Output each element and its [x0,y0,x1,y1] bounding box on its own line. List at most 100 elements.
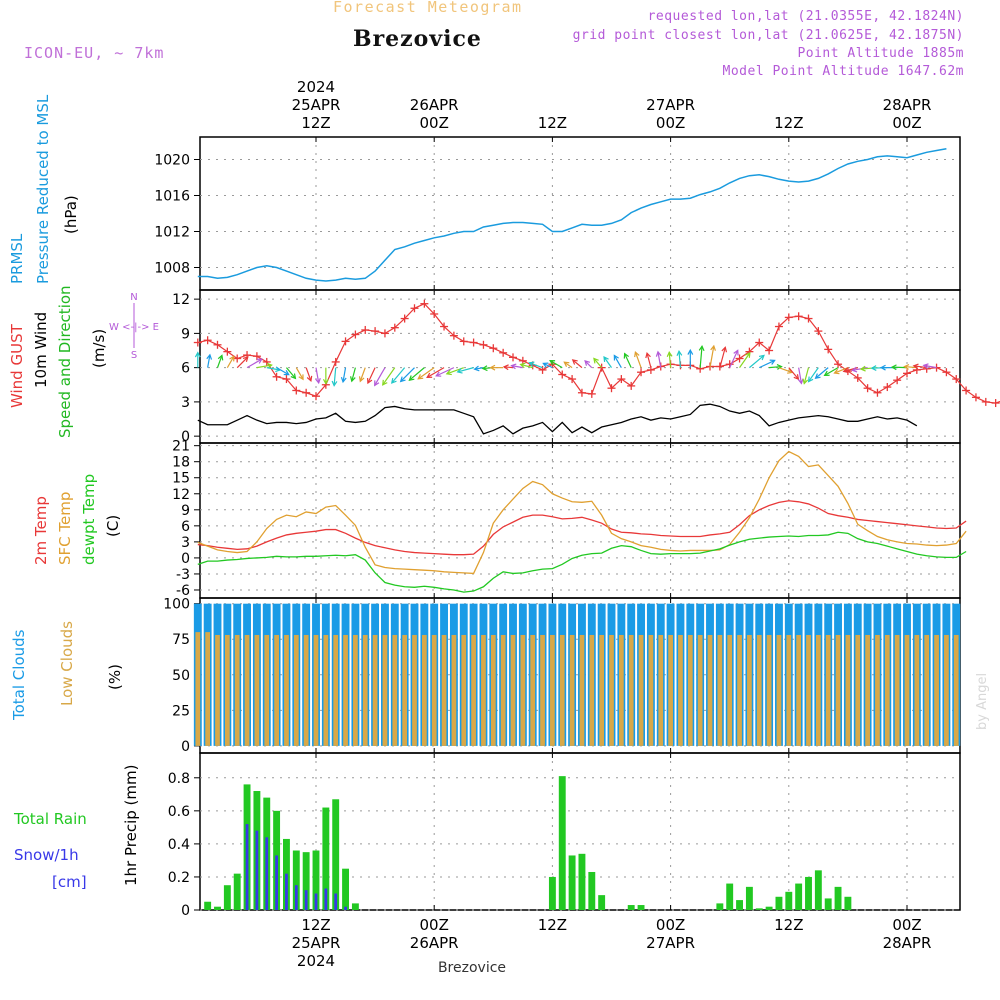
panel-precip: 0 0.2 0.4 0.6 0.8 Total Rain Snow/1h [cm] 1hr Pr… [13,752,961,919]
wind-arrow-head [315,377,321,385]
low-cloud-bar [471,634,476,746]
gust-marker [440,322,449,331]
wind-arrow-head [382,379,388,386]
low-cloud-bar [274,634,279,746]
wind-arrow [788,367,800,381]
wind-arrow-head [793,374,800,381]
wind-arrow [666,350,673,368]
wind-arrow-shaft [563,361,573,369]
gust-marker [361,325,370,334]
wind-arrow-shaft [778,367,793,373]
top-time-label: 27APR [646,96,695,114]
gust-marker [981,397,990,406]
gust-marker [784,313,793,322]
dewpt-line [197,531,967,593]
y-tick-label: 0 [181,739,190,755]
dewpt-temp-label: dewpt Temp [80,474,98,565]
wind-arrow [851,366,868,373]
wind-arrow [797,367,804,385]
wind-arrow-shaft [584,360,593,369]
rain-bar [332,799,340,910]
wind-arrow-head [676,349,683,357]
snow-bar [285,873,288,910]
gust-marker [834,360,843,369]
wind-arrow-shaft [382,367,396,386]
low-cloud-bar [687,634,693,746]
wind-arrow-head [758,354,765,361]
wind-arrow-shaft [359,367,366,382]
wind-arrow-head [242,356,249,363]
wind-arrow [473,365,484,372]
low-cloud-bar [284,634,289,746]
wind-arrow-shaft [824,367,839,376]
wind-arrow [390,367,406,384]
low-cloud-bar [293,634,299,746]
top-time-label: 00Z [420,114,449,132]
y-tick-label: 0.4 [168,837,190,853]
low-cloud-bar [756,634,762,746]
wind-arrow [676,349,683,368]
wind-arrow [256,362,273,369]
gust-marker [617,375,626,384]
low-cloud-bar [796,634,802,746]
gust-marker [509,353,517,362]
low-cloud-bar [648,634,654,746]
wind-arrow [687,348,694,368]
y-tick-label: 12 [172,292,190,308]
wind-arrow-shaft [520,363,533,369]
wind-arrow-head [879,364,886,371]
wind-arrow [814,367,829,380]
snow-bar [294,885,298,910]
snow-bar [245,824,249,910]
wind-arrow [435,367,455,377]
wind-arrow-head [721,346,728,353]
wind-arrow-shaft [593,358,603,369]
wind-arrow-shaft [803,367,810,384]
wind-arrow-shaft [374,367,386,386]
wind-arrow [528,361,543,369]
gust-marker [430,309,439,318]
wind-arrow [216,354,224,368]
wind-arrow [749,354,765,369]
low-cloud-bar [638,634,644,746]
low-cloud-bar [707,634,713,746]
wind-arrow [340,367,347,384]
snow-bar [304,890,308,910]
wind-arrow-head [890,364,897,371]
low-cloud-bar [461,634,467,746]
wind-arrow-head [519,362,526,369]
wind-arrow-shaft [266,367,281,371]
wind-arrow-shaft [207,354,211,368]
wind-arrow-head [390,377,397,384]
wind-arrow-shaft [295,367,304,380]
rain-bar [588,871,596,910]
low-cloud-bar [431,634,437,746]
wind-arrow-head [217,354,224,361]
top-time-label: 00Z [892,114,921,132]
wind-arrow [315,367,321,385]
low-cloud-bar [668,634,673,746]
top-time-label: 00Z [656,114,685,132]
low-cloud-bar [224,634,230,746]
top-time-label: 26APR [410,96,459,114]
rain-bar [233,873,241,910]
wind-arrow-shaft [246,358,263,369]
wind-arrow-shaft [400,367,415,382]
wind-arrow-head [571,359,578,365]
bottom-time-label: 12Z [538,916,567,934]
wind-arrow [502,364,514,371]
snow-bar [334,893,338,910]
low-cloud-bar [215,634,220,746]
low-cloud-bar [333,634,339,746]
rain-bar [214,906,221,910]
gust-marker [873,388,882,397]
wind-arrow-head [290,373,297,380]
y-tick-label: 0 [181,551,190,567]
bottom-time-label: 28APR [883,934,932,952]
rain-bar [755,908,763,910]
rain-bar [558,776,566,910]
low-cloud-bar [884,634,890,746]
rain-bar [322,807,330,910]
wind-arrow [739,351,751,368]
wind-arrow [698,344,705,368]
